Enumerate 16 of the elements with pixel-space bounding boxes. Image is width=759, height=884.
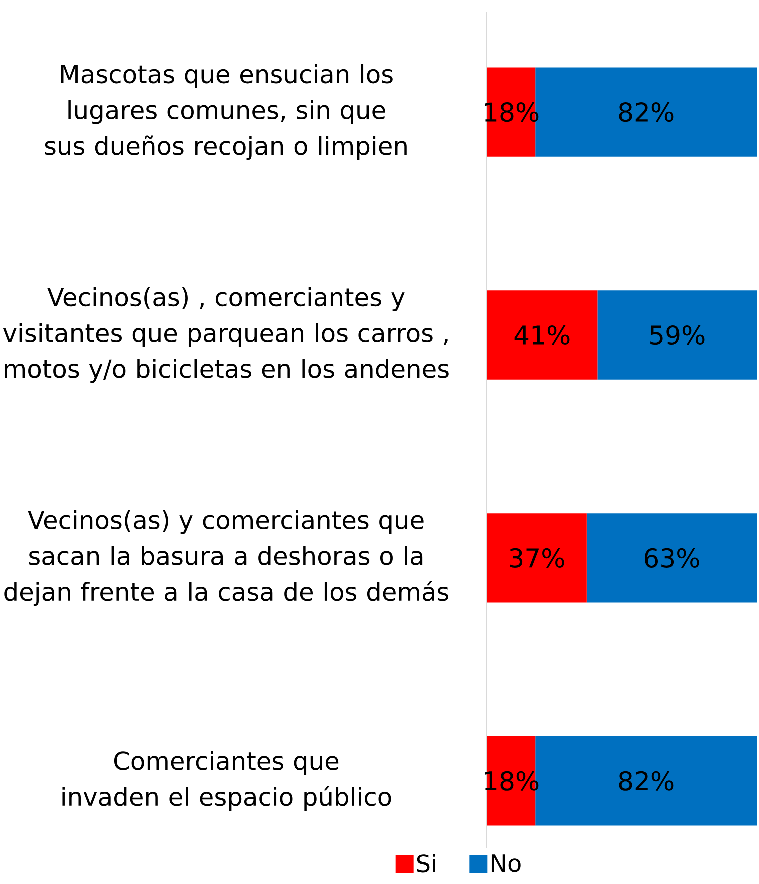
data-label: 63%: [644, 548, 700, 568]
bar: [586, 514, 758, 603]
y-tick-label: Comerciantes que invaden el espacio público: [62, 751, 392, 812]
data-label: 41%: [514, 325, 570, 346]
y-tick-label: Vecinos(as) y comerciantes que sacan la basura a deshoras o la dejan frente a la casa de los demás: [4, 510, 449, 606]
legend-label: No: [492, 854, 521, 872]
y-tick-label: Vecinos(as) , comerciantes y visitantes que parquean los carros , motos y/o bicicletas en los andenes: [4, 287, 449, 384]
legend-label: Si: [417, 854, 436, 873]
data-label: 82%: [619, 102, 674, 122]
data-label: 59%: [650, 325, 705, 346]
data-label: 82%: [619, 771, 674, 791]
bar: [487, 290, 598, 380]
y-tick-label: Mascotas que ensucian los lugares comunes, sin que sus dueños recojan o limpien: [45, 64, 407, 160]
bar: [487, 514, 587, 603]
bar: [598, 290, 758, 380]
data-label: 37%: [510, 548, 564, 568]
